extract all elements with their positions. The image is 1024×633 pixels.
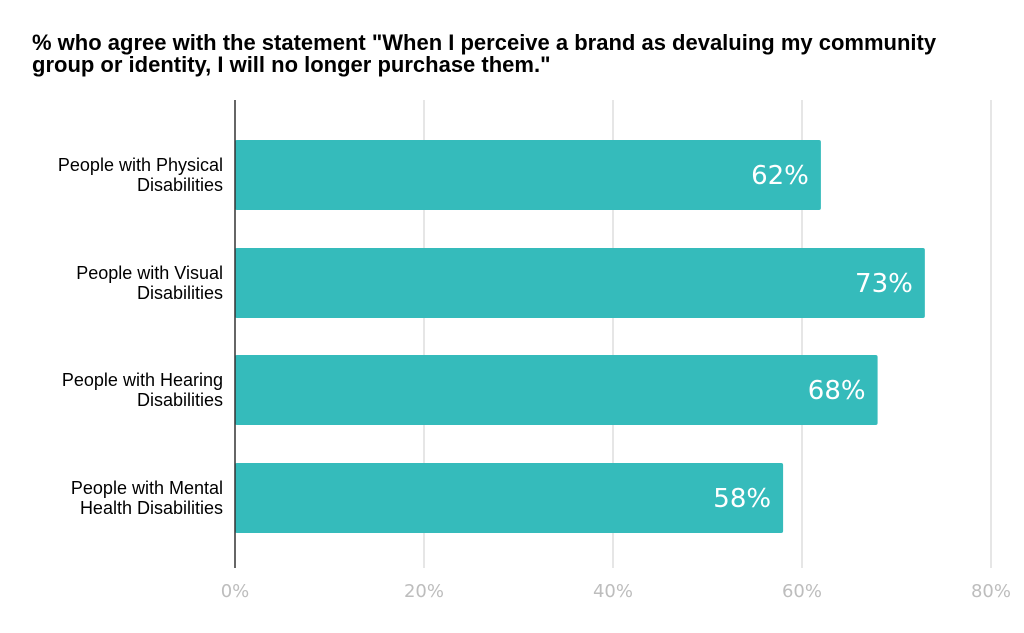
x-tick-label-20: 20%	[404, 581, 444, 602]
chart-title: % who agree with the statement "When I p…	[32, 32, 992, 76]
category-label-2-line-1: Disabilities	[137, 390, 223, 410]
data-label-1: 73%	[855, 269, 913, 299]
data-label-3: 58%	[713, 484, 771, 514]
x-tick-label-80: 80%	[971, 581, 1011, 602]
category-label-2: People with Hearing Disabilities	[62, 370, 223, 410]
x-tick-label-0: 0%	[221, 581, 250, 602]
bar-2	[235, 355, 878, 425]
data-label-0: 62%	[751, 161, 809, 191]
category-label-3: People with Mental Health Disabilities	[71, 478, 223, 518]
category-label-1: People with Visual Disabilities	[76, 263, 223, 303]
category-label-1-line-0: People with Visual	[76, 263, 223, 283]
category-label-0-line-0: People with Physical	[58, 155, 223, 175]
category-label-0: People with Physical Disabilities	[58, 155, 223, 195]
data-label-2: 68%	[808, 376, 866, 406]
category-label-2-line-0: People with Hearing	[62, 370, 223, 390]
bar-3	[235, 463, 784, 533]
bar-0	[235, 140, 821, 210]
bar-1	[235, 248, 925, 318]
category-label-3-line-0: People with Mental	[71, 478, 223, 498]
category-label-1-line-1: Disabilities	[137, 283, 223, 303]
chart-title-line-2: group or identity, I will no longer purc…	[32, 52, 551, 77]
chart-title-line-1: % who agree with the statement "When I p…	[32, 30, 937, 55]
x-tick-label-40: 40%	[593, 581, 633, 602]
category-label-3-line-1: Health Disabilities	[80, 498, 223, 518]
x-tick-label-60: 60%	[782, 581, 822, 602]
category-label-0-line-1: Disabilities	[137, 175, 223, 195]
